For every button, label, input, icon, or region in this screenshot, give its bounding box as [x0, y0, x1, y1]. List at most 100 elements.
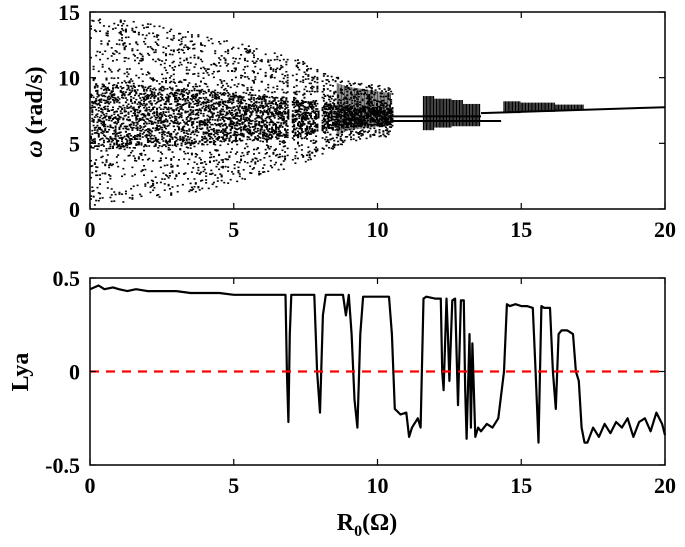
bifurcation-point	[277, 130, 280, 133]
bifurcation-point	[238, 101, 241, 104]
bifurcation-point	[372, 133, 375, 136]
bifurcation-point	[262, 135, 265, 137]
bifurcation-point	[102, 145, 105, 147]
bifurcation-point	[97, 134, 100, 137]
bifurcation-point	[110, 137, 113, 140]
bifurcation-point	[136, 133, 139, 136]
bifurcation-point	[188, 138, 191, 141]
bifurcation-point	[136, 138, 139, 140]
bifurcation-point	[177, 32, 180, 35]
bifurcation-point	[254, 123, 257, 125]
bifurcation-point	[251, 105, 254, 107]
bifurcation-point	[167, 140, 170, 143]
bifurcation-point	[91, 133, 94, 135]
bifurcation-point	[264, 153, 267, 155]
bifurcation-point	[172, 112, 175, 115]
bifurcation-point	[153, 51, 156, 54]
bifurcation-point	[90, 135, 92, 138]
bifurcation-point	[188, 104, 191, 107]
bifurcation-point	[223, 138, 226, 141]
bifurcation-point	[258, 89, 261, 92]
bifurcation-point	[268, 115, 271, 118]
bifurcation-point	[163, 178, 166, 180]
bifurcation-point	[242, 109, 245, 112]
bifurcation-point	[251, 126, 254, 128]
bifurcation-point	[201, 150, 204, 152]
bifurcation-point	[219, 101, 222, 104]
bifurcation-point	[123, 48, 126, 51]
bifurcation-point	[338, 119, 341, 122]
bifurcation-point	[227, 85, 230, 87]
bifurcation-point	[337, 123, 340, 126]
bifurcation-point	[297, 122, 299, 125]
bifurcation-point	[152, 189, 155, 192]
bifurcation-point	[157, 94, 160, 96]
bifurcation-point	[132, 97, 135, 99]
bifurcation-point	[339, 108, 342, 111]
bifurcation-point	[339, 91, 342, 94]
bifurcation-point	[163, 124, 166, 127]
bifurcation-point	[203, 45, 206, 47]
bifurcation-point	[170, 158, 173, 160]
bifurcation-point	[202, 121, 205, 124]
bifurcation-point	[99, 104, 102, 107]
bifurcation-point	[282, 96, 285, 99]
bifurcation-point	[139, 103, 142, 105]
bifurcation-point	[334, 80, 337, 83]
bifurcation-point	[326, 120, 329, 123]
bifurcation-point	[203, 101, 206, 104]
bifurcation-point	[106, 125, 109, 128]
bifurcation-point	[121, 96, 124, 99]
bifurcation-point	[333, 110, 336, 113]
bifurcation-point	[167, 108, 170, 110]
bifurcation-point	[150, 108, 153, 111]
bifurcation-point	[106, 181, 109, 183]
bifurcation-point	[117, 132, 120, 134]
bifurcation-point	[275, 96, 278, 99]
bifurcation-point	[375, 104, 378, 106]
bifurcation-point	[214, 93, 217, 95]
bifurcation-point	[246, 51, 249, 54]
bifurcation-point	[93, 29, 96, 31]
bifurcation-point	[180, 48, 183, 51]
bifurcation-point	[259, 96, 262, 98]
bifurcation-point	[269, 120, 272, 123]
bifurcation-point	[325, 136, 328, 138]
bifurcation-point	[268, 110, 271, 113]
bifurcation-point	[325, 82, 328, 85]
bifurcation-point	[238, 104, 241, 107]
bifurcation-point	[304, 108, 307, 110]
bifurcation-point	[122, 146, 125, 148]
bifurcation-point	[111, 96, 114, 99]
bifurcation-point	[326, 111, 329, 114]
bifurcation-point	[91, 106, 94, 109]
bifurcation-point	[338, 124, 341, 126]
bifurcation-point	[141, 159, 144, 161]
bifurcation-point	[149, 191, 152, 194]
bifurcation-point	[325, 129, 328, 131]
bifurcation-point	[340, 80, 343, 83]
bifurcation-point	[333, 121, 336, 124]
bifurcation-point	[304, 136, 307, 138]
bifurcation-point	[161, 80, 164, 83]
bifurcation-point	[271, 135, 274, 137]
bifurcation-point	[155, 34, 158, 36]
bifurcation-point	[183, 97, 186, 100]
bifurcation-point	[281, 99, 284, 102]
bifurcation-point	[275, 131, 278, 133]
bifurcation-point	[298, 125, 301, 127]
bifurcation-point	[298, 145, 301, 147]
bifurcation-point	[137, 134, 140, 136]
bifurcation-point	[227, 117, 230, 120]
bifurcation-point	[294, 118, 297, 121]
bifurcation-point	[316, 129, 319, 131]
bifurcation-point	[119, 116, 122, 119]
bifurcation-point	[108, 140, 111, 143]
bifurcation-point	[232, 46, 235, 49]
bifurcation-point	[243, 72, 246, 74]
bifurcation-point	[329, 119, 332, 122]
bifurcation-point	[102, 89, 105, 91]
bifurcation-point	[136, 143, 139, 146]
bifurcation-point	[302, 61, 305, 63]
bifurcation-point	[124, 28, 127, 31]
